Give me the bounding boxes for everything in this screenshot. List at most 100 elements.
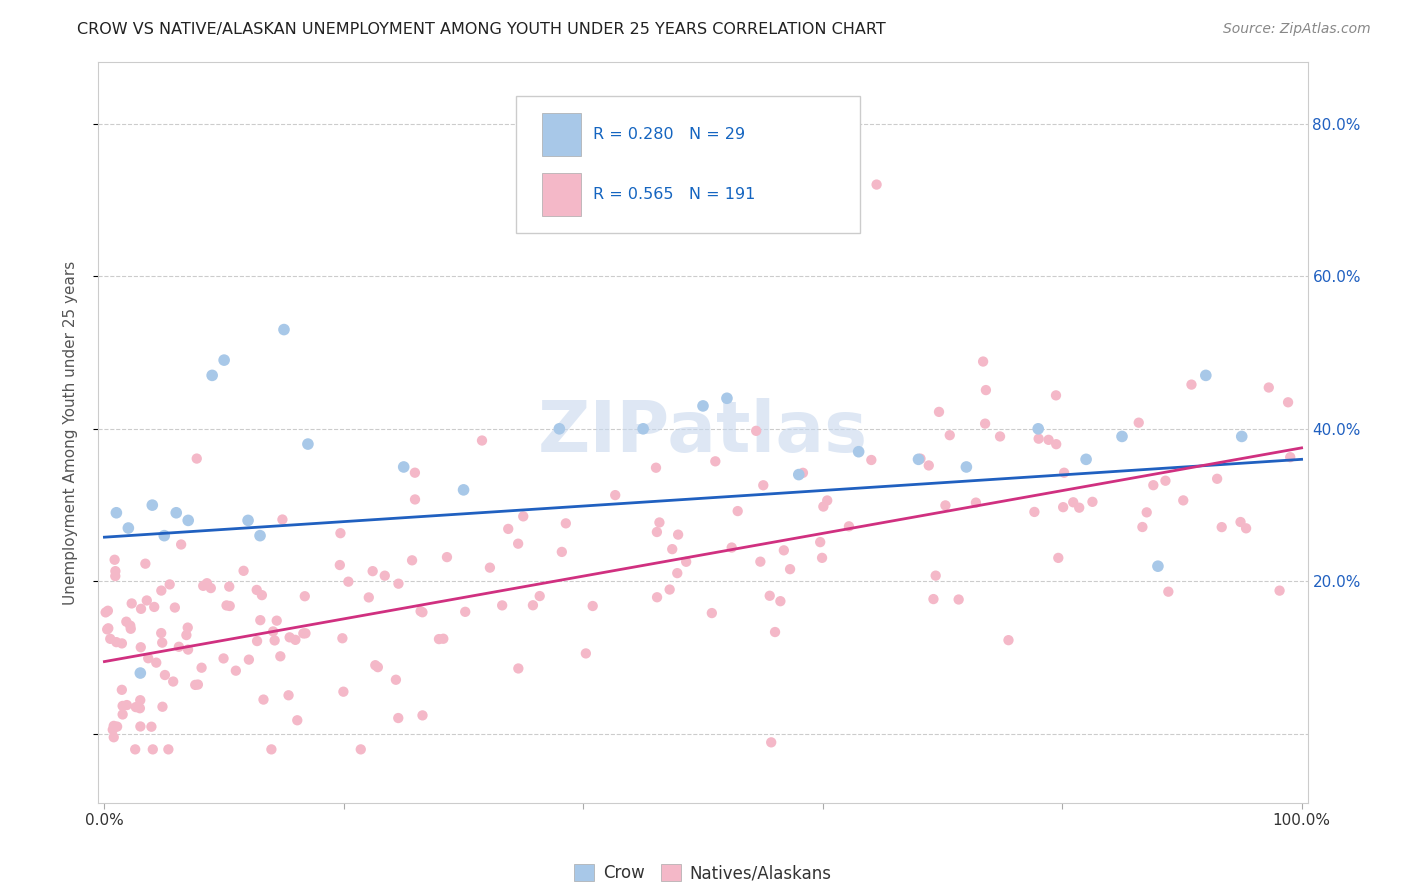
Point [357, 591, 380, 605]
Point [918, 458, 941, 473]
Point [700, 606, 723, 620]
Point [808, 535, 831, 549]
FancyBboxPatch shape [543, 112, 581, 156]
Point [1142, 478, 1164, 492]
Point [162, 674, 184, 689]
Point [496, 522, 519, 536]
Point [294, 626, 316, 640]
Point [404, 492, 426, 507]
Point [141, 720, 163, 734]
Point [150, 583, 173, 598]
Point [860, 453, 883, 467]
Point [1069, 500, 1091, 515]
Point [111, 698, 134, 713]
Point [212, 651, 235, 665]
Point [907, 452, 929, 467]
Point [284, 632, 307, 647]
Point [1157, 584, 1180, 599]
Point [512, 509, 534, 524]
Text: CROW VS NATIVE/ALASKAN UNEMPLOYMENT AMONG YOUTH UNDER 25 YEARS CORRELATION CHART: CROW VS NATIVE/ALASKAN UNEMPLOYMENT AMON… [77, 22, 886, 37]
Point [779, 562, 801, 576]
Point [1230, 429, 1253, 443]
Point [575, 647, 598, 661]
Point [115, 698, 138, 712]
Point [392, 460, 415, 475]
Point [997, 633, 1019, 648]
Point [117, 521, 139, 535]
Point [385, 673, 408, 687]
Point [249, 529, 271, 543]
Point [285, 713, 308, 727]
Point [1024, 505, 1046, 519]
Point [675, 555, 697, 569]
Point [508, 537, 530, 551]
Point [278, 631, 301, 645]
Point [111, 682, 134, 697]
Point [972, 354, 994, 368]
Point [294, 589, 316, 603]
Point [454, 605, 477, 619]
Point [988, 429, 1011, 443]
Point [727, 504, 749, 518]
Point [1229, 515, 1251, 529]
Point [337, 574, 360, 589]
Point [582, 599, 605, 613]
Point [1279, 450, 1302, 465]
Point [141, 498, 163, 512]
Point [135, 593, 157, 607]
Point [103, 731, 125, 745]
Point [111, 707, 134, 722]
Point [225, 664, 247, 678]
Point [411, 708, 433, 723]
Point [152, 699, 174, 714]
Point [666, 566, 689, 581]
Point [939, 428, 962, 442]
Point [98, 632, 121, 646]
Point [508, 661, 530, 675]
Point [409, 604, 432, 618]
Point [266, 614, 288, 628]
Point [246, 634, 269, 648]
Point [129, 719, 152, 733]
Point [1268, 583, 1291, 598]
Point [252, 692, 274, 706]
Point [491, 599, 513, 613]
Point [838, 519, 860, 533]
Point [704, 454, 727, 468]
Point [271, 512, 294, 526]
Point [177, 642, 200, 657]
Point [120, 622, 142, 636]
Point [453, 483, 475, 497]
Point [631, 422, 654, 436]
Point [96, 623, 118, 637]
Point [1026, 422, 1049, 436]
Text: ZIPatlas: ZIPatlas [538, 398, 868, 467]
Point [134, 557, 156, 571]
Point [121, 597, 143, 611]
Point [471, 434, 494, 448]
Point [115, 615, 138, 629]
Point [136, 651, 159, 665]
Text: R = 0.280   N = 29: R = 0.280 N = 29 [593, 127, 745, 142]
Point [974, 417, 997, 431]
Point [948, 592, 970, 607]
Point [401, 553, 423, 567]
Point [167, 640, 190, 654]
Point [263, 633, 285, 648]
Point [332, 684, 354, 698]
Point [1074, 452, 1097, 467]
Point [1136, 505, 1159, 519]
Point [965, 495, 987, 509]
Point [815, 493, 838, 508]
Point [104, 564, 127, 578]
Point [1173, 493, 1195, 508]
Point [105, 635, 128, 649]
Point [97, 621, 120, 635]
Point [232, 564, 254, 578]
Point [177, 513, 200, 527]
Point [215, 599, 238, 613]
Text: R = 0.565   N = 191: R = 0.565 N = 191 [593, 186, 755, 202]
Point [104, 553, 127, 567]
Point [250, 588, 273, 602]
Point [761, 735, 783, 749]
